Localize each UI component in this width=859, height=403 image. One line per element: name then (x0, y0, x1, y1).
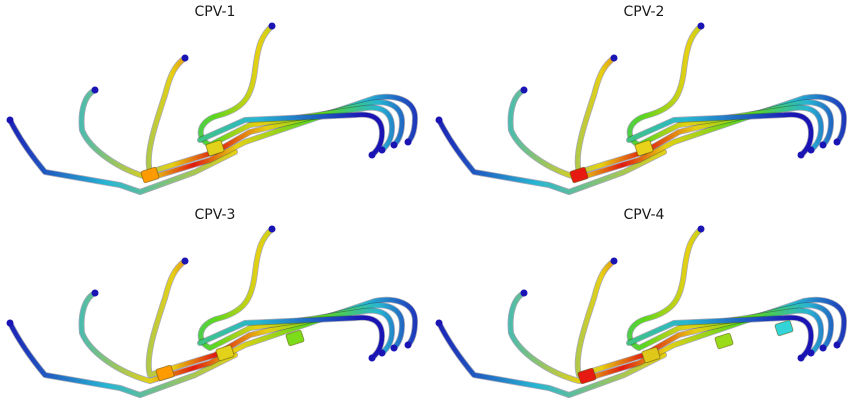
pipe-end-cap (390, 344, 398, 352)
pipe-clamp (634, 139, 654, 157)
pipe (627, 226, 824, 356)
pipe (197, 112, 385, 158)
pipe-clamp (569, 166, 589, 184)
panel-title: CPV-2 (623, 4, 665, 20)
pipe-end-cap (404, 341, 412, 349)
pipe-end-cap (697, 22, 705, 30)
pipe-end-cap (378, 349, 386, 357)
pipe-clamp (641, 346, 661, 364)
pipe-end-cap (404, 138, 412, 146)
pipe-end-cap (833, 341, 841, 349)
panel-cpv-1: CPV-1 (0, 0, 430, 200)
pipe (436, 117, 667, 195)
pipe-end-cap (181, 54, 189, 62)
pipe-clamp (155, 364, 175, 382)
pipe-clamp (285, 329, 305, 347)
pipe-end-cap (368, 354, 376, 362)
pipe-end-cap (268, 22, 276, 30)
pipe-end-cap (697, 225, 705, 233)
pipe-end-cap (819, 141, 827, 149)
pipe-clamp (714, 332, 734, 350)
pipe-end-cap (819, 344, 827, 352)
pipe-clamp (215, 344, 235, 362)
pipe (197, 315, 385, 361)
pipe (198, 23, 395, 153)
pipe-model (435, 22, 847, 195)
pipe (198, 226, 395, 356)
pipe-end-cap (181, 257, 189, 265)
panel-cpv-2: CPV-2 (429, 0, 859, 200)
pipe (508, 87, 847, 181)
pipe-model (435, 225, 847, 398)
pipe (7, 320, 238, 398)
panel-title: CPV-4 (623, 207, 665, 223)
pipe (626, 112, 814, 158)
pipe-end-cap (807, 349, 815, 357)
pipe-model (6, 225, 418, 398)
pipe-end-cap (91, 289, 99, 297)
panel-cpv-4: CPV-4 (429, 203, 859, 403)
pipe-end-cap (797, 151, 805, 159)
pipe (79, 290, 418, 384)
pipe-outline (197, 23, 395, 153)
pipe (79, 87, 418, 181)
panel-title: CPV-1 (194, 4, 236, 20)
panel-cpv-3: CPV-3 (0, 203, 430, 403)
pipe (7, 117, 238, 195)
pipe-end-cap (520, 86, 528, 94)
pipe-outline (626, 23, 824, 153)
pipe-clamp (140, 166, 160, 184)
pipe-clamp (577, 367, 597, 385)
pipe (436, 320, 667, 398)
pipe-end-cap (91, 86, 99, 94)
pipe-end-cap (378, 146, 386, 154)
pipe-end-cap (610, 257, 618, 265)
pipe (627, 23, 824, 153)
pipe-end-cap (6, 116, 14, 124)
pipe (626, 315, 814, 361)
pipe-model (6, 22, 418, 195)
pipe-end-cap (6, 319, 14, 327)
pipe-end-cap (368, 151, 376, 159)
pipe-end-cap (268, 225, 276, 233)
pipe-clamp (774, 319, 794, 337)
pipe-end-cap (435, 116, 443, 124)
pipe-end-cap (520, 289, 528, 297)
panel-title: CPV-3 (194, 207, 236, 223)
pipe-end-cap (610, 54, 618, 62)
pipe-end-cap (435, 319, 443, 327)
pipe-end-cap (807, 146, 815, 154)
pipe (146, 258, 405, 378)
pipe-end-cap (833, 138, 841, 146)
pipe (508, 290, 847, 384)
pipe-end-cap (390, 141, 398, 149)
pipe-end-cap (797, 354, 805, 362)
pipe-clamp (205, 139, 225, 157)
